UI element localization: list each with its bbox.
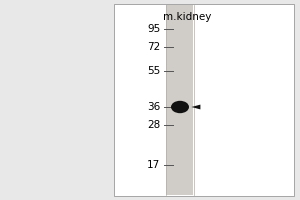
Text: 72: 72: [147, 42, 161, 52]
Text: m.kidney: m.kidney: [163, 12, 212, 22]
Polygon shape: [191, 105, 200, 109]
Text: 28: 28: [147, 120, 161, 130]
Bar: [114, 4, 294, 196]
Text: 95: 95: [147, 24, 161, 34]
Ellipse shape: [171, 101, 189, 113]
Text: 17: 17: [147, 160, 161, 170]
Text: 36: 36: [147, 102, 161, 112]
Text: 55: 55: [147, 66, 161, 76]
Bar: [167, 5, 194, 195]
